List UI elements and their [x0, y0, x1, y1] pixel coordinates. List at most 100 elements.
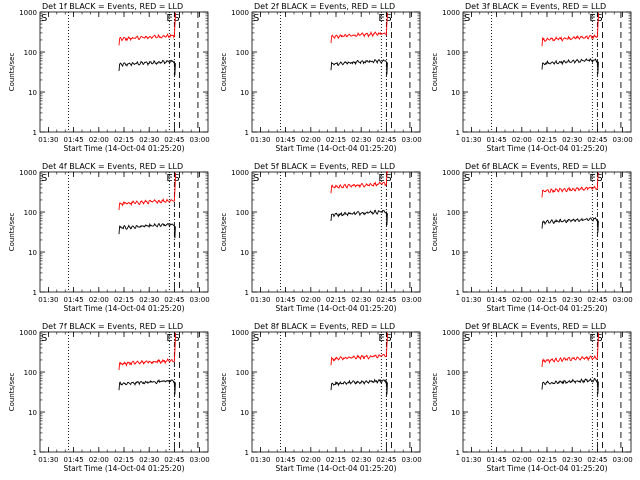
plot-frame	[39, 11, 209, 133]
y-tick-label: 1000	[19, 329, 37, 337]
x-tick-label: 01:45	[64, 136, 84, 144]
x-tick-label: 02:00	[301, 296, 321, 304]
end-marker-label: E	[378, 333, 384, 344]
end-marker-label: E	[589, 333, 595, 344]
lld-series-line	[118, 332, 177, 371]
events-series-line	[330, 378, 388, 395]
panel-title: Det 6f BLACK = Events, RED = LLD	[465, 162, 606, 171]
x-tick-label: 02:00	[89, 136, 109, 144]
y-tick-label: 1000	[231, 169, 249, 177]
x-tick-label: 01:30	[250, 456, 270, 464]
y-tick-label: 1000	[19, 169, 37, 177]
end-marker-label: E	[166, 173, 172, 184]
x-tick-label: 02:00	[512, 456, 532, 464]
plot-frame	[39, 171, 209, 293]
y-tick-label: 1	[245, 129, 249, 137]
start-marker-label: S	[41, 333, 47, 344]
end-marker-label: E	[589, 13, 595, 24]
x-tick-label: 02:15	[114, 296, 134, 304]
start-marker-label: S	[41, 173, 47, 184]
detector-panel: Det 1f BLACK = Events, RED = LLD 1 10 100 10…	[8, 2, 210, 153]
detector-panel: Det 4f BLACK = Events, RED = LLD 1 10 100 10…	[8, 162, 210, 313]
y-tick-label: 100	[24, 49, 37, 57]
y-axis-label: Counts/sec	[431, 213, 439, 252]
x-tick-label: 01:45	[64, 456, 84, 464]
start-marker-label: S	[464, 173, 470, 184]
x-tick-label: 02:45	[376, 456, 396, 464]
x-tick-label: 02:45	[587, 296, 607, 304]
x-axis-label: Start Time (14-Oct-04 01:25:20)	[486, 304, 607, 313]
y-tick-label: 1	[456, 289, 460, 297]
y-tick-label: 100	[236, 49, 249, 57]
y-tick-label: 1	[456, 129, 460, 137]
events-series-line	[118, 378, 176, 395]
start-marker-label: S	[173, 333, 179, 344]
end-marker-label: E	[166, 13, 172, 24]
y-tick-label: 1000	[19, 9, 37, 17]
x-tick-label: 02:30	[139, 296, 159, 304]
detector-panel: Det 3f BLACK = Events, RED = LLD 1 10 100 10…	[431, 2, 633, 153]
x-tick-label: 02:15	[537, 136, 557, 144]
events-series-line	[330, 58, 388, 75]
end-marker-label: E	[378, 173, 384, 184]
x-tick-label: 02:30	[351, 456, 371, 464]
detector-panel: Det 9f BLACK = Events, RED = LLD 1 10 100 10…	[431, 322, 633, 473]
start-marker-label: S	[385, 13, 391, 24]
x-tick-label: 01:30	[250, 136, 270, 144]
x-tick-label: 02:15	[114, 456, 134, 464]
start-marker-label: S	[385, 333, 391, 344]
events-series-line	[541, 217, 599, 233]
x-tick-label: 03:00	[402, 456, 422, 464]
y-tick-label: 1000	[442, 9, 460, 17]
lld-series-line	[118, 12, 177, 46]
x-tick-label: 02:45	[587, 136, 607, 144]
plot-frame	[39, 331, 209, 453]
x-tick-label: 03:00	[613, 296, 633, 304]
y-tick-label: 10	[451, 89, 460, 97]
x-tick-label: 01:30	[250, 296, 270, 304]
events-series-line	[118, 59, 176, 76]
x-tick-label: 02:30	[351, 296, 371, 304]
x-tick-label: 02:15	[326, 296, 346, 304]
x-tick-label: 01:45	[487, 136, 507, 144]
lld-series-line	[330, 171, 389, 194]
start-marker-label: S	[385, 173, 391, 184]
panel-title: Det 3f BLACK = Events, RED = LLD	[465, 2, 606, 11]
x-tick-label: 01:30	[461, 456, 481, 464]
y-tick-label: 1000	[442, 329, 460, 337]
y-tick-label: 100	[447, 49, 460, 57]
x-tick-label: 02:30	[139, 136, 159, 144]
y-tick-label: 100	[447, 209, 460, 217]
x-tick-label: 02:30	[562, 296, 582, 304]
y-tick-label: 100	[447, 369, 460, 377]
y-tick-label: 100	[236, 209, 249, 217]
plot-frame	[251, 171, 421, 293]
x-tick-label: 01:30	[38, 456, 58, 464]
x-tick-label: 01:45	[276, 136, 296, 144]
panel-title: Det 7f BLACK = Events, RED = LLD	[42, 322, 183, 331]
y-tick-label: 1	[33, 129, 37, 137]
lld-series-line	[541, 172, 600, 198]
x-tick-label: 02:45	[164, 136, 184, 144]
detector-panel: Det 2f BLACK = Events, RED = LLD 1 10 100 10…	[220, 2, 422, 153]
y-tick-label: 10	[240, 89, 249, 97]
x-tick-label: 02:45	[376, 136, 396, 144]
x-tick-label: 02:00	[301, 456, 321, 464]
y-tick-label: 1000	[231, 9, 249, 17]
plot-frame	[462, 331, 632, 453]
x-tick-label: 03:00	[402, 296, 422, 304]
x-tick-label: 02:45	[164, 296, 184, 304]
start-marker-label: S	[253, 13, 259, 24]
x-tick-label: 02:15	[537, 456, 557, 464]
events-series-line	[541, 377, 599, 394]
panel-title: Det 5f BLACK = Events, RED = LLD	[254, 162, 395, 171]
y-axis-label: Counts/sec	[220, 213, 228, 252]
y-axis-label: Counts/sec	[8, 373, 16, 412]
start-marker-label: S	[464, 333, 470, 344]
y-tick-label: 100	[236, 369, 249, 377]
events-series-line	[541, 58, 599, 74]
x-tick-label: 02:00	[512, 136, 532, 144]
x-axis-label: Start Time (14-Oct-04 01:25:20)	[486, 464, 607, 473]
y-tick-label: 10	[240, 409, 249, 417]
